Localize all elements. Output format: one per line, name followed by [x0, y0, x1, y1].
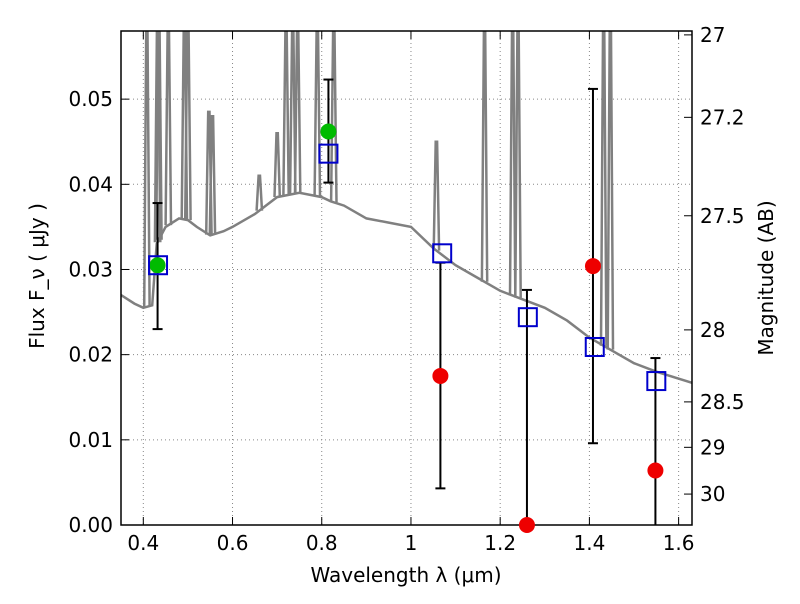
emission-line [273, 131, 282, 198]
emission-line [480, 31, 489, 282]
model-point [148, 255, 169, 276]
non-detection-point [432, 367, 449, 384]
y-tick-label: 0.05 [68, 87, 113, 111]
y-axis-title: Flux F_ν ( μJy ) [25, 203, 49, 349]
non-detection-point [584, 258, 601, 275]
y-tick-label: 0.04 [68, 172, 113, 196]
emission-line [142, 31, 151, 307]
emission-line [329, 31, 338, 203]
emission-line [164, 31, 173, 226]
emission-line [282, 31, 290, 196]
x-tick-label: 1 [405, 531, 418, 555]
model-point [517, 307, 538, 328]
emission-line [599, 31, 608, 346]
detection-point [149, 257, 166, 274]
plot-area [121, 31, 692, 384]
axes-layer: 0.4 0.6 0.8 1 1.2 1.4 1.6 0.00 0.01 0.02 0.03 0.04 0… [68, 23, 744, 555]
right-tick-label: 30 [700, 482, 725, 506]
x-tick-label: 0.4 [127, 531, 159, 555]
emission-line [432, 140, 441, 251]
emission-line [255, 174, 264, 211]
y-tick-label: 0.03 [68, 257, 113, 281]
plot-frame [120, 30, 693, 526]
emission-line [153, 31, 162, 243]
non-detection-point [518, 517, 535, 533]
emission-line [508, 31, 517, 296]
y-tick-label: 0.01 [68, 428, 113, 452]
model-point [584, 336, 605, 357]
right-tick-label: 28 [700, 318, 725, 342]
model-point [646, 371, 667, 392]
right-tick-label: 27.2 [700, 105, 745, 129]
x-tick-label: 1.2 [484, 531, 516, 555]
emission-line [514, 31, 522, 298]
right-tick-label: 27 [700, 23, 725, 47]
right-axis-title: Magnitude (AB) [754, 200, 778, 355]
emission-line [183, 31, 192, 221]
x-tick-label: 0.8 [306, 531, 338, 555]
emission-line [208, 114, 217, 235]
emission-line [313, 31, 322, 197]
right-tick-label: 29 [700, 435, 725, 459]
x-tick-label: 0.6 [217, 531, 249, 555]
y-tick-label: 0.00 [68, 513, 113, 537]
right-tick-label: 28.5 [700, 390, 745, 414]
non-detection-point [647, 462, 664, 479]
emission-line [606, 31, 615, 350]
x-tick-label: 1.6 [663, 531, 695, 555]
detection-point [320, 123, 337, 140]
emission-line [288, 31, 297, 195]
x-axis-title: Wavelength λ (μm) [310, 563, 501, 587]
emission-line [154, 31, 163, 240]
template-sed-line [121, 191, 692, 384]
model-point [318, 143, 339, 164]
model-point [432, 243, 453, 264]
y-tick-label: 0.02 [68, 343, 113, 367]
emission-line [293, 31, 302, 194]
x-tick-label: 1.4 [573, 531, 605, 555]
right-tick-label: 27.5 [700, 204, 745, 228]
